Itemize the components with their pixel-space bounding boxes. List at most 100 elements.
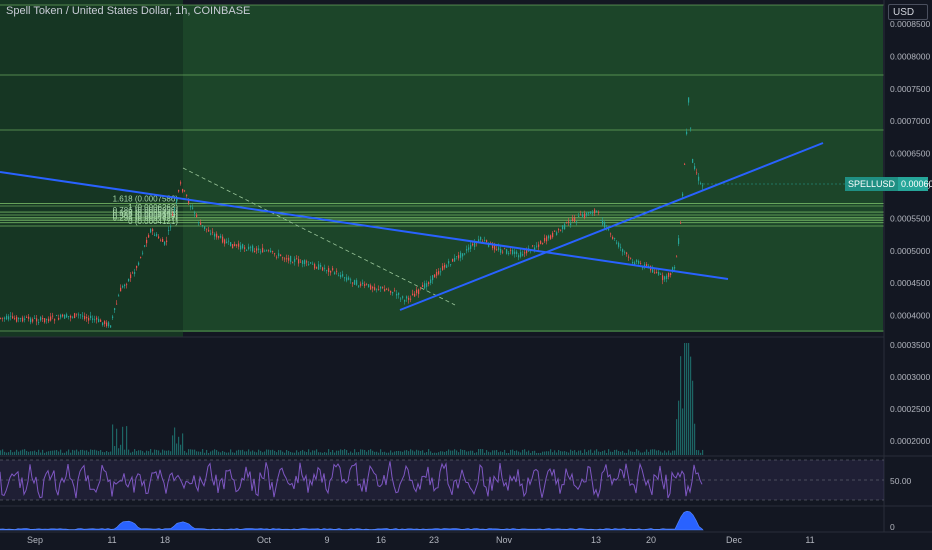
volume-bar (256, 452, 258, 455)
volume-bar (556, 452, 558, 455)
volume-bar (70, 452, 72, 455)
candle-body (572, 218, 574, 221)
candle-body (86, 316, 88, 319)
candle-body (474, 242, 476, 247)
candle-body (472, 243, 474, 246)
volume-bar (120, 444, 122, 455)
volume-bar (700, 452, 702, 455)
volume-bar (152, 452, 154, 455)
volume-bar (264, 451, 266, 455)
fib-extension-zone (0, 0, 183, 337)
volume-bar (156, 449, 158, 455)
candle-body (318, 264, 320, 270)
volume-bar (200, 451, 202, 455)
candle-body (36, 318, 38, 322)
candle-body (660, 273, 662, 275)
candle-body (514, 251, 516, 254)
volume-bar (298, 452, 300, 455)
volume-bar (122, 426, 124, 455)
volume-bar (110, 451, 112, 455)
volume-bar (640, 452, 642, 455)
candle-body (544, 237, 546, 242)
volume-bar (150, 449, 152, 455)
volume-bar (172, 435, 174, 455)
candle-body (0, 317, 2, 319)
volume-bar (466, 451, 468, 455)
volume-bar (222, 450, 224, 455)
candle-body (638, 260, 640, 264)
candle-body (90, 315, 92, 318)
candle-body (434, 274, 436, 278)
price-tick-label: 0.0006500 (890, 149, 930, 159)
currency-button[interactable]: USD (888, 4, 928, 20)
volume-bar (360, 449, 362, 455)
fib-level-label-3: 0.618 (0.0005445) (113, 208, 179, 217)
candle-body (4, 317, 6, 319)
candle-body (162, 239, 164, 242)
candle-body (422, 285, 424, 288)
candle-body (224, 239, 226, 244)
volume-bar (518, 451, 520, 455)
volume-bar (304, 451, 306, 455)
candle-body (74, 313, 76, 319)
volume-bar (50, 450, 52, 455)
candle-body (138, 262, 140, 265)
candle-body (238, 243, 240, 247)
candle-body (98, 318, 100, 322)
candle-body (674, 267, 676, 269)
volume-bar (240, 450, 242, 455)
candle-body (96, 317, 98, 320)
candle-body (256, 248, 258, 251)
volume-bar (52, 450, 54, 455)
candle-body (564, 224, 566, 230)
candle-body (520, 252, 522, 257)
volume-bar (622, 450, 624, 455)
candle-body (684, 163, 686, 165)
volume-bar (484, 452, 486, 455)
volume-bar (374, 451, 376, 455)
volume-bar (506, 452, 508, 455)
volume-bar (230, 449, 232, 455)
volume-bar (472, 450, 474, 455)
volume-bar (292, 452, 294, 455)
ascending-trendline (399, 142, 824, 311)
candle-body (508, 252, 510, 254)
volume-bar (388, 452, 390, 455)
candle-body (688, 97, 690, 103)
volume-bar (144, 452, 146, 455)
volume-bar (234, 452, 236, 455)
candle-body (548, 235, 550, 239)
volume-bar (278, 450, 280, 455)
candle-body (66, 314, 68, 318)
candle-body (198, 222, 200, 223)
volume-bar (702, 449, 704, 455)
candle-body (252, 245, 254, 252)
volume-bar (272, 449, 274, 455)
volume-bar (590, 449, 592, 455)
candle-body (228, 240, 230, 242)
candle-body (108, 322, 110, 327)
candle-body (350, 279, 352, 281)
volume-bar (436, 452, 438, 455)
volume-bar (460, 449, 462, 455)
candle-body (416, 289, 418, 294)
candle-body (698, 176, 700, 181)
candle-body (542, 242, 544, 244)
candle-body (160, 240, 162, 242)
candle-body (354, 280, 356, 285)
volume-bar (192, 449, 194, 455)
volume-bar (538, 452, 540, 455)
volume-bar (90, 449, 92, 455)
candle-body (182, 189, 184, 192)
candle-body (452, 258, 454, 262)
volume-bar (456, 450, 458, 455)
volume-bar (276, 452, 278, 455)
candle-body (386, 288, 388, 290)
volume-bar (318, 452, 320, 455)
candle-body (46, 318, 48, 320)
candle-body (220, 235, 222, 238)
candle-body (176, 198, 178, 202)
candle-body (334, 272, 336, 275)
volume-bar (548, 451, 550, 455)
